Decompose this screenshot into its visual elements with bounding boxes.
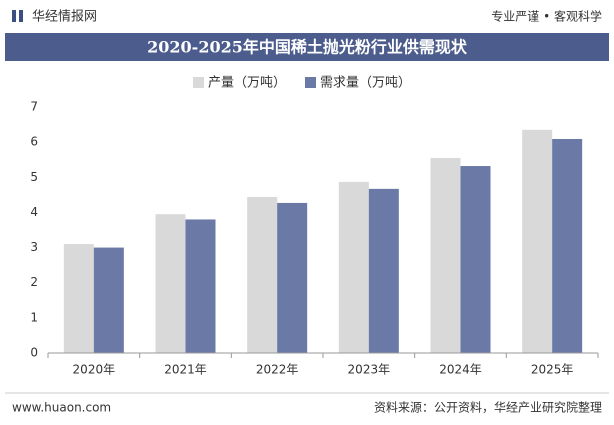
- bar: [185, 219, 216, 353]
- bar: [63, 244, 94, 353]
- x-tick-label: 2021年: [164, 363, 207, 377]
- logo-bar: [19, 10, 23, 22]
- website: www.huaon.com: [12, 401, 111, 415]
- legend-swatch: [305, 77, 316, 88]
- x-tick-label: 2025年: [531, 363, 574, 377]
- bar: [155, 214, 186, 353]
- y-tick-label: 5: [30, 170, 38, 184]
- bar: [277, 202, 308, 353]
- y-tick-label: 3: [30, 240, 38, 254]
- bar: [338, 181, 369, 353]
- bar: [247, 196, 278, 353]
- bar: [460, 166, 491, 353]
- x-tick-label: 2022年: [256, 363, 299, 377]
- logo-bar: [12, 10, 16, 22]
- y-tick-label: 6: [30, 135, 38, 149]
- y-tick-label: 2: [30, 275, 38, 289]
- y-tick-label: 4: [30, 205, 38, 219]
- slogan: 专业严谨 • 客观科学: [491, 9, 602, 24]
- chart-title: 2020-2025年中国稀土抛光粉行业供需现状: [147, 38, 468, 57]
- x-tick-label: 2020年: [73, 363, 116, 377]
- legend-label: 需求量（万吨）: [320, 76, 411, 91]
- bar: [522, 129, 553, 353]
- brand: 华经情报网: [32, 10, 97, 25]
- y-tick-label: 1: [30, 310, 38, 324]
- bar: [368, 188, 399, 353]
- title-bar: [5, 33, 609, 61]
- bar: [552, 138, 583, 353]
- source: 资料来源：公开资料，华经产业研究院整理: [374, 400, 602, 415]
- bar: [93, 247, 124, 353]
- x-tick-label: 2023年: [348, 363, 391, 377]
- y-tick-label: 7: [30, 100, 38, 114]
- legend-swatch: [193, 77, 204, 88]
- bar: [430, 157, 461, 353]
- legend-label: 产量（万吨）: [208, 76, 286, 91]
- x-tick-label: 2024年: [439, 363, 482, 377]
- y-tick-label: 0: [30, 346, 38, 360]
